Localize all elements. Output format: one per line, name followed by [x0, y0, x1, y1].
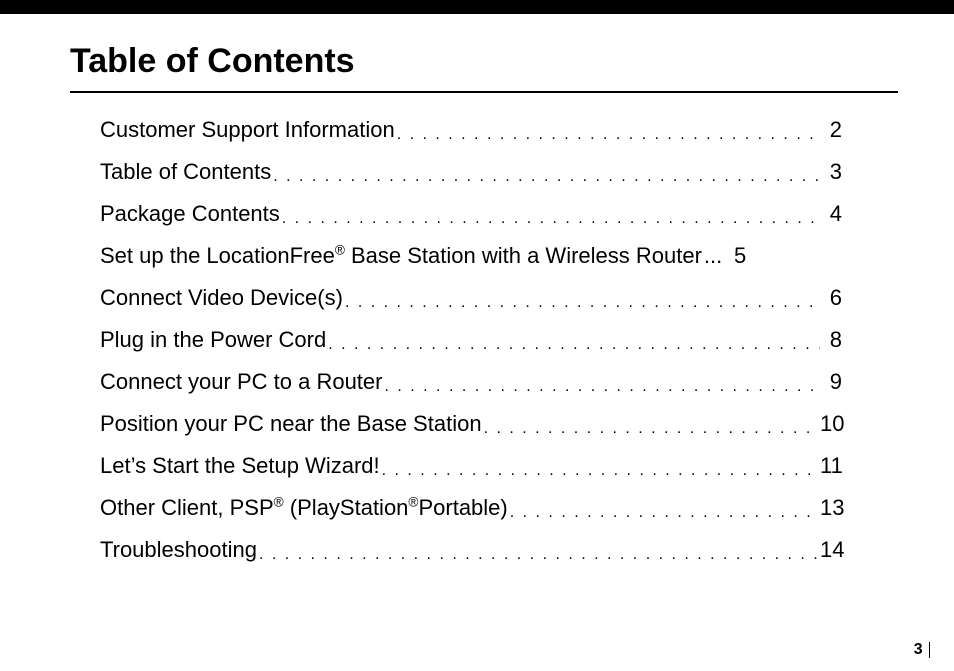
page-body: Table of Contents Customer Support Infor… [0, 14, 954, 671]
toc-entry-page: 8 [820, 329, 842, 351]
toc-list: Customer Support Information . . . . . .… [70, 119, 898, 561]
toc-row: Other Client, PSP® (PlayStation®Portable… [100, 497, 842, 519]
toc-entry-label: Connect Video Device(s) [100, 287, 343, 309]
page-number-divider [929, 642, 930, 658]
toc-row: Troubleshooting . . . . . . . . . . . . … [100, 539, 842, 561]
toc-row: Set up the LocationFree® Base Station wi… [100, 245, 842, 267]
title-underline [70, 91, 898, 93]
toc-leader-short: ... [702, 245, 724, 267]
toc-leader-dots: . . . . . . . . . . . . . . . . . . . . … [257, 547, 820, 563]
toc-entry-page: 13 [820, 497, 842, 519]
toc-row: Customer Support Information . . . . . .… [100, 119, 842, 141]
toc-row: Plug in the Power Cord . . . . . . . . .… [100, 329, 842, 351]
toc-entry-label: Customer Support Information [100, 119, 395, 141]
toc-row: Let’s Start the Setup Wizard! . . . . . … [100, 455, 842, 477]
toc-row: Table of Contents . . . . . . . . . . . … [100, 161, 842, 183]
toc-leader-dots: . . . . . . . . . . . . . . . . . . . . … [343, 295, 820, 311]
toc-leader-dots: . . . . . . . . . . . . . . . . . . . . … [482, 421, 820, 437]
toc-entry-label: Let’s Start the Setup Wizard! [100, 455, 380, 477]
page-number: 3 [914, 641, 930, 659]
toc-entry-page: 11 [820, 455, 842, 477]
toc-entry-page: 9 [820, 371, 842, 393]
toc-row: Connect your PC to a Router . . . . . . … [100, 371, 842, 393]
toc-row: Position your PC near the Base Station .… [100, 413, 842, 435]
top-black-bar [0, 0, 954, 14]
toc-leader-dots: . . . . . . . . . . . . . . . . . . . . … [271, 169, 820, 185]
title-block: Table of Contents [70, 14, 898, 93]
toc-entry-page: 6 [820, 287, 842, 309]
toc-entry-page: 3 [820, 161, 842, 183]
toc-entry-label: Troubleshooting [100, 539, 257, 561]
toc-leader-dots: . . . . . . . . . . . . . . . . . . . . … [382, 379, 820, 395]
toc-row: Connect Video Device(s) . . . . . . . . … [100, 287, 842, 309]
toc-entry-label: Table of Contents [100, 161, 271, 183]
toc-leader-dots: . . . . . . . . . . . . . . . . . . . . … [395, 127, 820, 143]
toc-leader-dots: . . . . . . . . . . . . . . . . . . . . … [280, 211, 820, 227]
toc-entry-label: Plug in the Power Cord [100, 329, 326, 351]
toc-leader-dots: . . . . . . . . . . . . . . . . . . . . … [508, 505, 820, 521]
toc-entry-page: 2 [820, 119, 842, 141]
toc-entry-page: 14 [820, 539, 842, 561]
toc-entry-label: Package Contents [100, 203, 280, 225]
page-number-value: 3 [914, 641, 923, 659]
toc-leader-dots: . . . . . . . . . . . . . . . . . . . . … [326, 337, 820, 353]
toc-entry-page: 10 [820, 413, 842, 435]
toc-entry-label: Other Client, PSP® (PlayStation®Portable… [100, 497, 508, 519]
toc-entry-page: 5 [724, 245, 746, 267]
toc-entry-label: Connect your PC to a Router [100, 371, 382, 393]
toc-leader-dots: . . . . . . . . . . . . . . . . . . . . … [380, 463, 820, 479]
toc-entry-label: Set up the LocationFree® Base Station wi… [100, 245, 702, 267]
toc-entry-page: 4 [820, 203, 842, 225]
toc-row: Package Contents . . . . . . . . . . . .… [100, 203, 842, 225]
toc-entry-label: Position your PC near the Base Station [100, 413, 482, 435]
page-title: Table of Contents [70, 42, 898, 91]
